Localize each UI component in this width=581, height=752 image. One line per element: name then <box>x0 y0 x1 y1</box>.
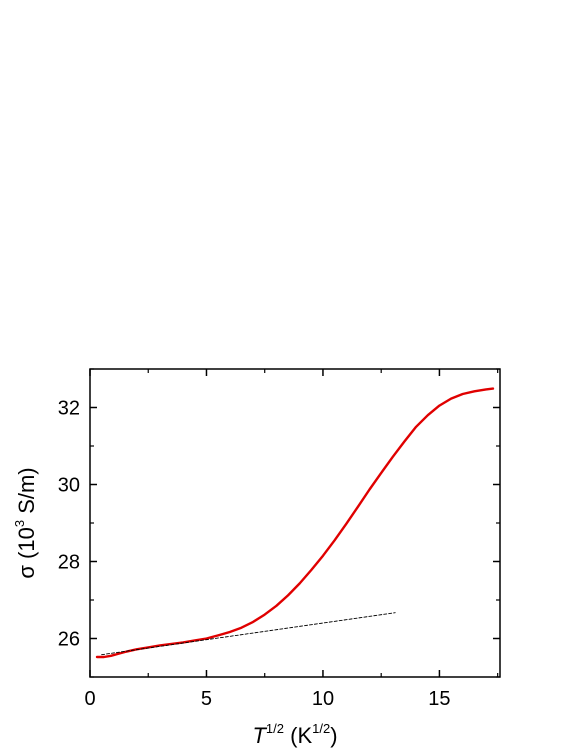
y-tick-label: 30 <box>58 475 80 497</box>
x-axis-unit-exponent: 1/2 <box>312 721 330 736</box>
x-tick-label: 5 <box>201 688 212 710</box>
axis-ticks <box>89 368 500 678</box>
conductivity-curve <box>95 387 495 659</box>
plot-frame <box>89 368 501 678</box>
data-series <box>95 387 495 659</box>
x-axis-exponent: 1/2 <box>266 721 284 736</box>
x-tick-label: 10 <box>312 688 334 710</box>
y-axis-label: σ (103 S/m) <box>12 467 39 578</box>
y-tick-label: 28 <box>58 552 80 574</box>
y-axis-unit-close: S/m) <box>14 467 39 520</box>
axis-tick-labels: 0 5 10 15 26 28 30 32 <box>58 398 451 711</box>
x-tick-label: 0 <box>84 688 95 710</box>
plot-area-border <box>89 368 501 678</box>
y-axis-unit-exponent: 3 <box>12 520 27 527</box>
x-axis-label: T1/2 (K1/2) <box>252 721 337 748</box>
y-tick-label: 26 <box>58 629 80 651</box>
y-axis-unit: (10 <box>14 527 39 565</box>
x-axis-unit: (K <box>284 723 312 748</box>
x-tick-label: 15 <box>428 688 450 710</box>
y-axis-symbol: σ <box>14 565 39 579</box>
dashed-fit-line <box>101 612 396 656</box>
x-axis-symbol: T <box>252 723 267 748</box>
x-axis-unit-close: ) <box>330 723 337 748</box>
y-tick-label: 32 <box>58 398 80 420</box>
